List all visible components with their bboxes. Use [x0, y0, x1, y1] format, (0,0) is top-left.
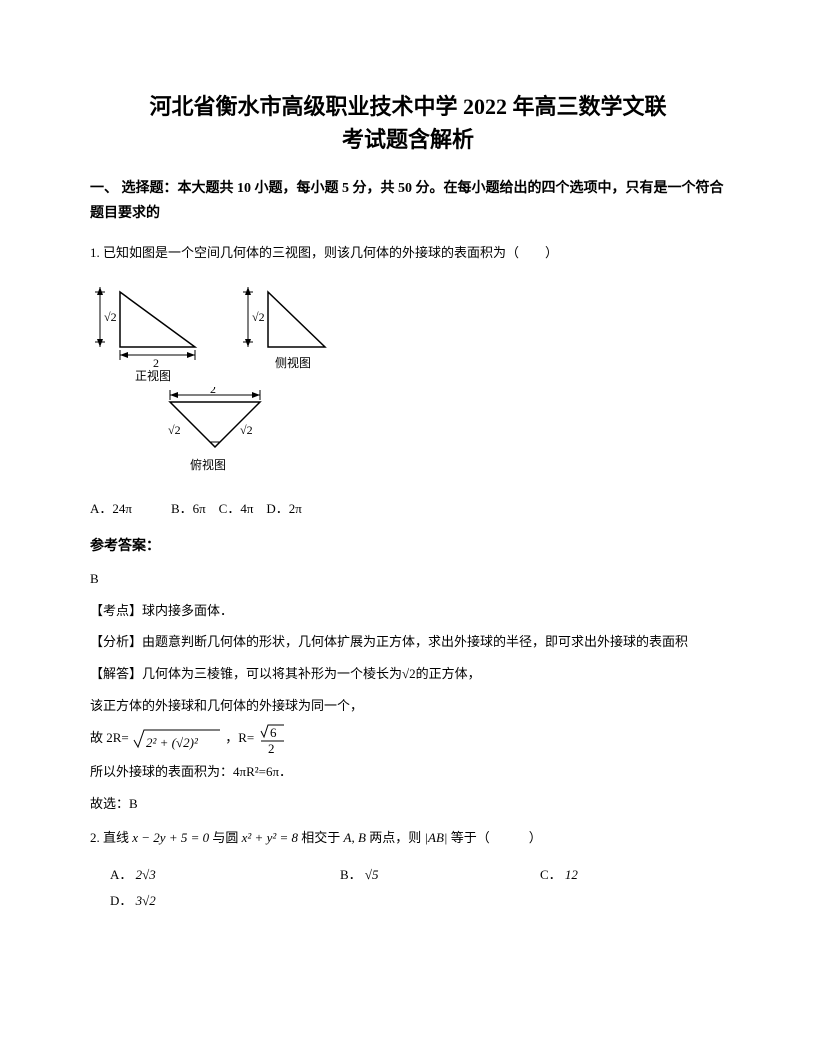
q1-jieda2: 该正方体的外接球和几何体的外接球为同一个， — [90, 692, 726, 721]
three-view-diagram: √2 2 正视图 √2 侧视图 2 — [90, 277, 726, 482]
front-view-label: 正视图 — [135, 368, 171, 382]
q2-options-row1: A． 2√3 B． √5 C． 12 — [90, 862, 726, 888]
formula-2r: 2² + (√2)² — [132, 725, 222, 753]
q2-optC-label: C． — [540, 867, 562, 882]
side-view-label: 侧视图 — [275, 355, 311, 370]
title-line-2: 考试题含解析 — [90, 123, 726, 156]
q2-eq2: x² + y² = 8 — [242, 830, 298, 845]
q1-options: A．24π B．6π C．4π D．2π — [90, 497, 726, 520]
q2-suffix: 等于（ ） — [451, 830, 542, 845]
svg-text:2: 2 — [268, 741, 275, 755]
q2-mid3: 两点，则 — [369, 830, 421, 845]
q2-prefix: 2. 直线 — [90, 830, 129, 845]
q2-optB: √5 — [365, 867, 379, 882]
q2-optB-label: B． — [340, 867, 362, 882]
q2-optC: 12 — [565, 867, 578, 882]
front-view-svg: √2 2 正视图 — [90, 277, 210, 382]
q2-mid1: 与圆 — [212, 830, 238, 845]
q2-optD: 3√2 — [136, 893, 156, 908]
question-1-text: 1. 已知如图是一个空间几何体的三视图，则该几何体的外接球的表面积为（ ） — [90, 241, 726, 264]
top-view-svg: 2 √2 √2 俯视图 — [140, 387, 290, 477]
q1-jieda1: 【解答】几何体为三棱锥，可以将其补形为一个棱长为√2的正方体， — [90, 660, 726, 689]
question-2-text: 2. 直线 x − 2y + 5 = 0 与圆 x² + y² = 8 相交于 … — [90, 826, 726, 849]
svg-text:2² + (√2)²: 2² + (√2)² — [146, 735, 199, 750]
formula-r: 6 2 — [258, 723, 288, 755]
q2-optA-label: A． — [110, 867, 132, 882]
q1-jieda5: 故选：B — [90, 790, 726, 819]
q2-points: A, B — [344, 830, 366, 845]
title-line-1: 河北省衡水市高级职业技术中学 2022 年高三数学文联 — [90, 90, 726, 123]
q2-options-row2: D． 3√2 — [90, 888, 726, 914]
jieda3-mid: ，R= — [225, 730, 254, 745]
q1-jieda3: 故 2R= 2² + (√2)² ，R= 6 2 — [90, 723, 726, 755]
top-right-label: √2 — [240, 423, 253, 437]
q1-fenxi: 【分析】由题意判断几何体的形状，几何体扩展为正方体，求出外接球的半径，即可求出外… — [90, 628, 726, 657]
section-header: 一、 选择题：本大题共 10 小题，每小题 5 分，共 50 分。在每小题给出的… — [90, 176, 726, 226]
q2-ab: |AB| — [424, 830, 447, 845]
q2-mid2: 相交于 — [301, 830, 340, 845]
answer-label: 参考答案： — [90, 535, 726, 555]
q2-optD-label: D． — [110, 893, 132, 908]
q2-optA: 2√3 — [136, 867, 156, 882]
front-height-label: √2 — [104, 310, 117, 324]
q1-jieda4: 所以外接球的表面积为：4πR²=6π． — [90, 758, 726, 787]
q1-kaodian: 【考点】球内接多面体． — [90, 597, 726, 626]
side-view-svg: √2 侧视图 — [240, 277, 335, 382]
top-view-label: 俯视图 — [190, 457, 226, 472]
front-width-label: 2 — [153, 356, 159, 370]
side-height-label: √2 — [252, 310, 265, 324]
top-left-label: √2 — [168, 423, 181, 437]
q2-eq1: x − 2y + 5 = 0 — [132, 830, 209, 845]
top-width-label: 2 — [210, 387, 216, 396]
q1-answer: B — [90, 565, 726, 594]
svg-text:6: 6 — [270, 725, 277, 740]
jieda3-prefix: 故 2R= — [90, 730, 129, 745]
